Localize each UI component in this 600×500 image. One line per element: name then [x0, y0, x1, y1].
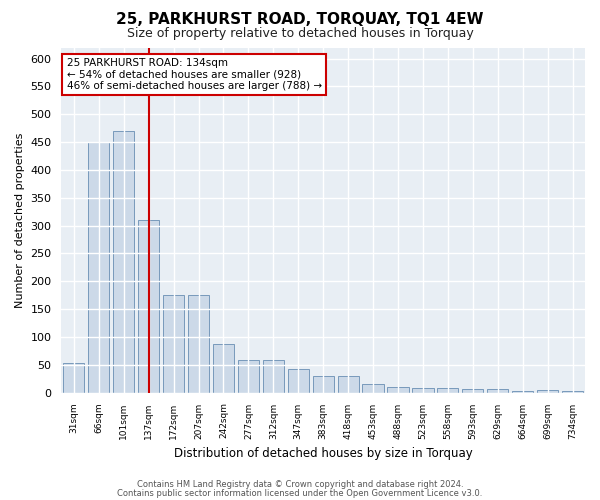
Y-axis label: Number of detached properties: Number of detached properties [15, 132, 25, 308]
Bar [188, 295, 209, 392]
Bar [313, 376, 334, 392]
Bar [138, 220, 159, 392]
Text: 25 PARKHURST ROAD: 134sqm
← 54% of detached houses are smaller (928)
46% of semi: 25 PARKHURST ROAD: 134sqm ← 54% of detac… [67, 58, 322, 91]
Bar [113, 131, 134, 392]
Bar [437, 388, 458, 392]
Bar [412, 388, 434, 392]
Bar [88, 142, 109, 393]
X-axis label: Distribution of detached houses by size in Torquay: Distribution of detached houses by size … [174, 447, 473, 460]
Text: Contains public sector information licensed under the Open Government Licence v3: Contains public sector information licen… [118, 488, 482, 498]
Text: 25, PARKHURST ROAD, TORQUAY, TQ1 4EW: 25, PARKHURST ROAD, TORQUAY, TQ1 4EW [116, 12, 484, 28]
Bar [263, 360, 284, 392]
Bar [63, 363, 85, 392]
Bar [462, 389, 484, 392]
Bar [163, 295, 184, 392]
Bar [388, 387, 409, 392]
Bar [362, 384, 383, 392]
Bar [487, 389, 508, 392]
Bar [338, 376, 359, 392]
Text: Size of property relative to detached houses in Torquay: Size of property relative to detached ho… [127, 28, 473, 40]
Text: Contains HM Land Registry data © Crown copyright and database right 2024.: Contains HM Land Registry data © Crown c… [137, 480, 463, 489]
Bar [213, 344, 234, 393]
Bar [537, 390, 558, 392]
Bar [238, 360, 259, 392]
Bar [287, 368, 309, 392]
